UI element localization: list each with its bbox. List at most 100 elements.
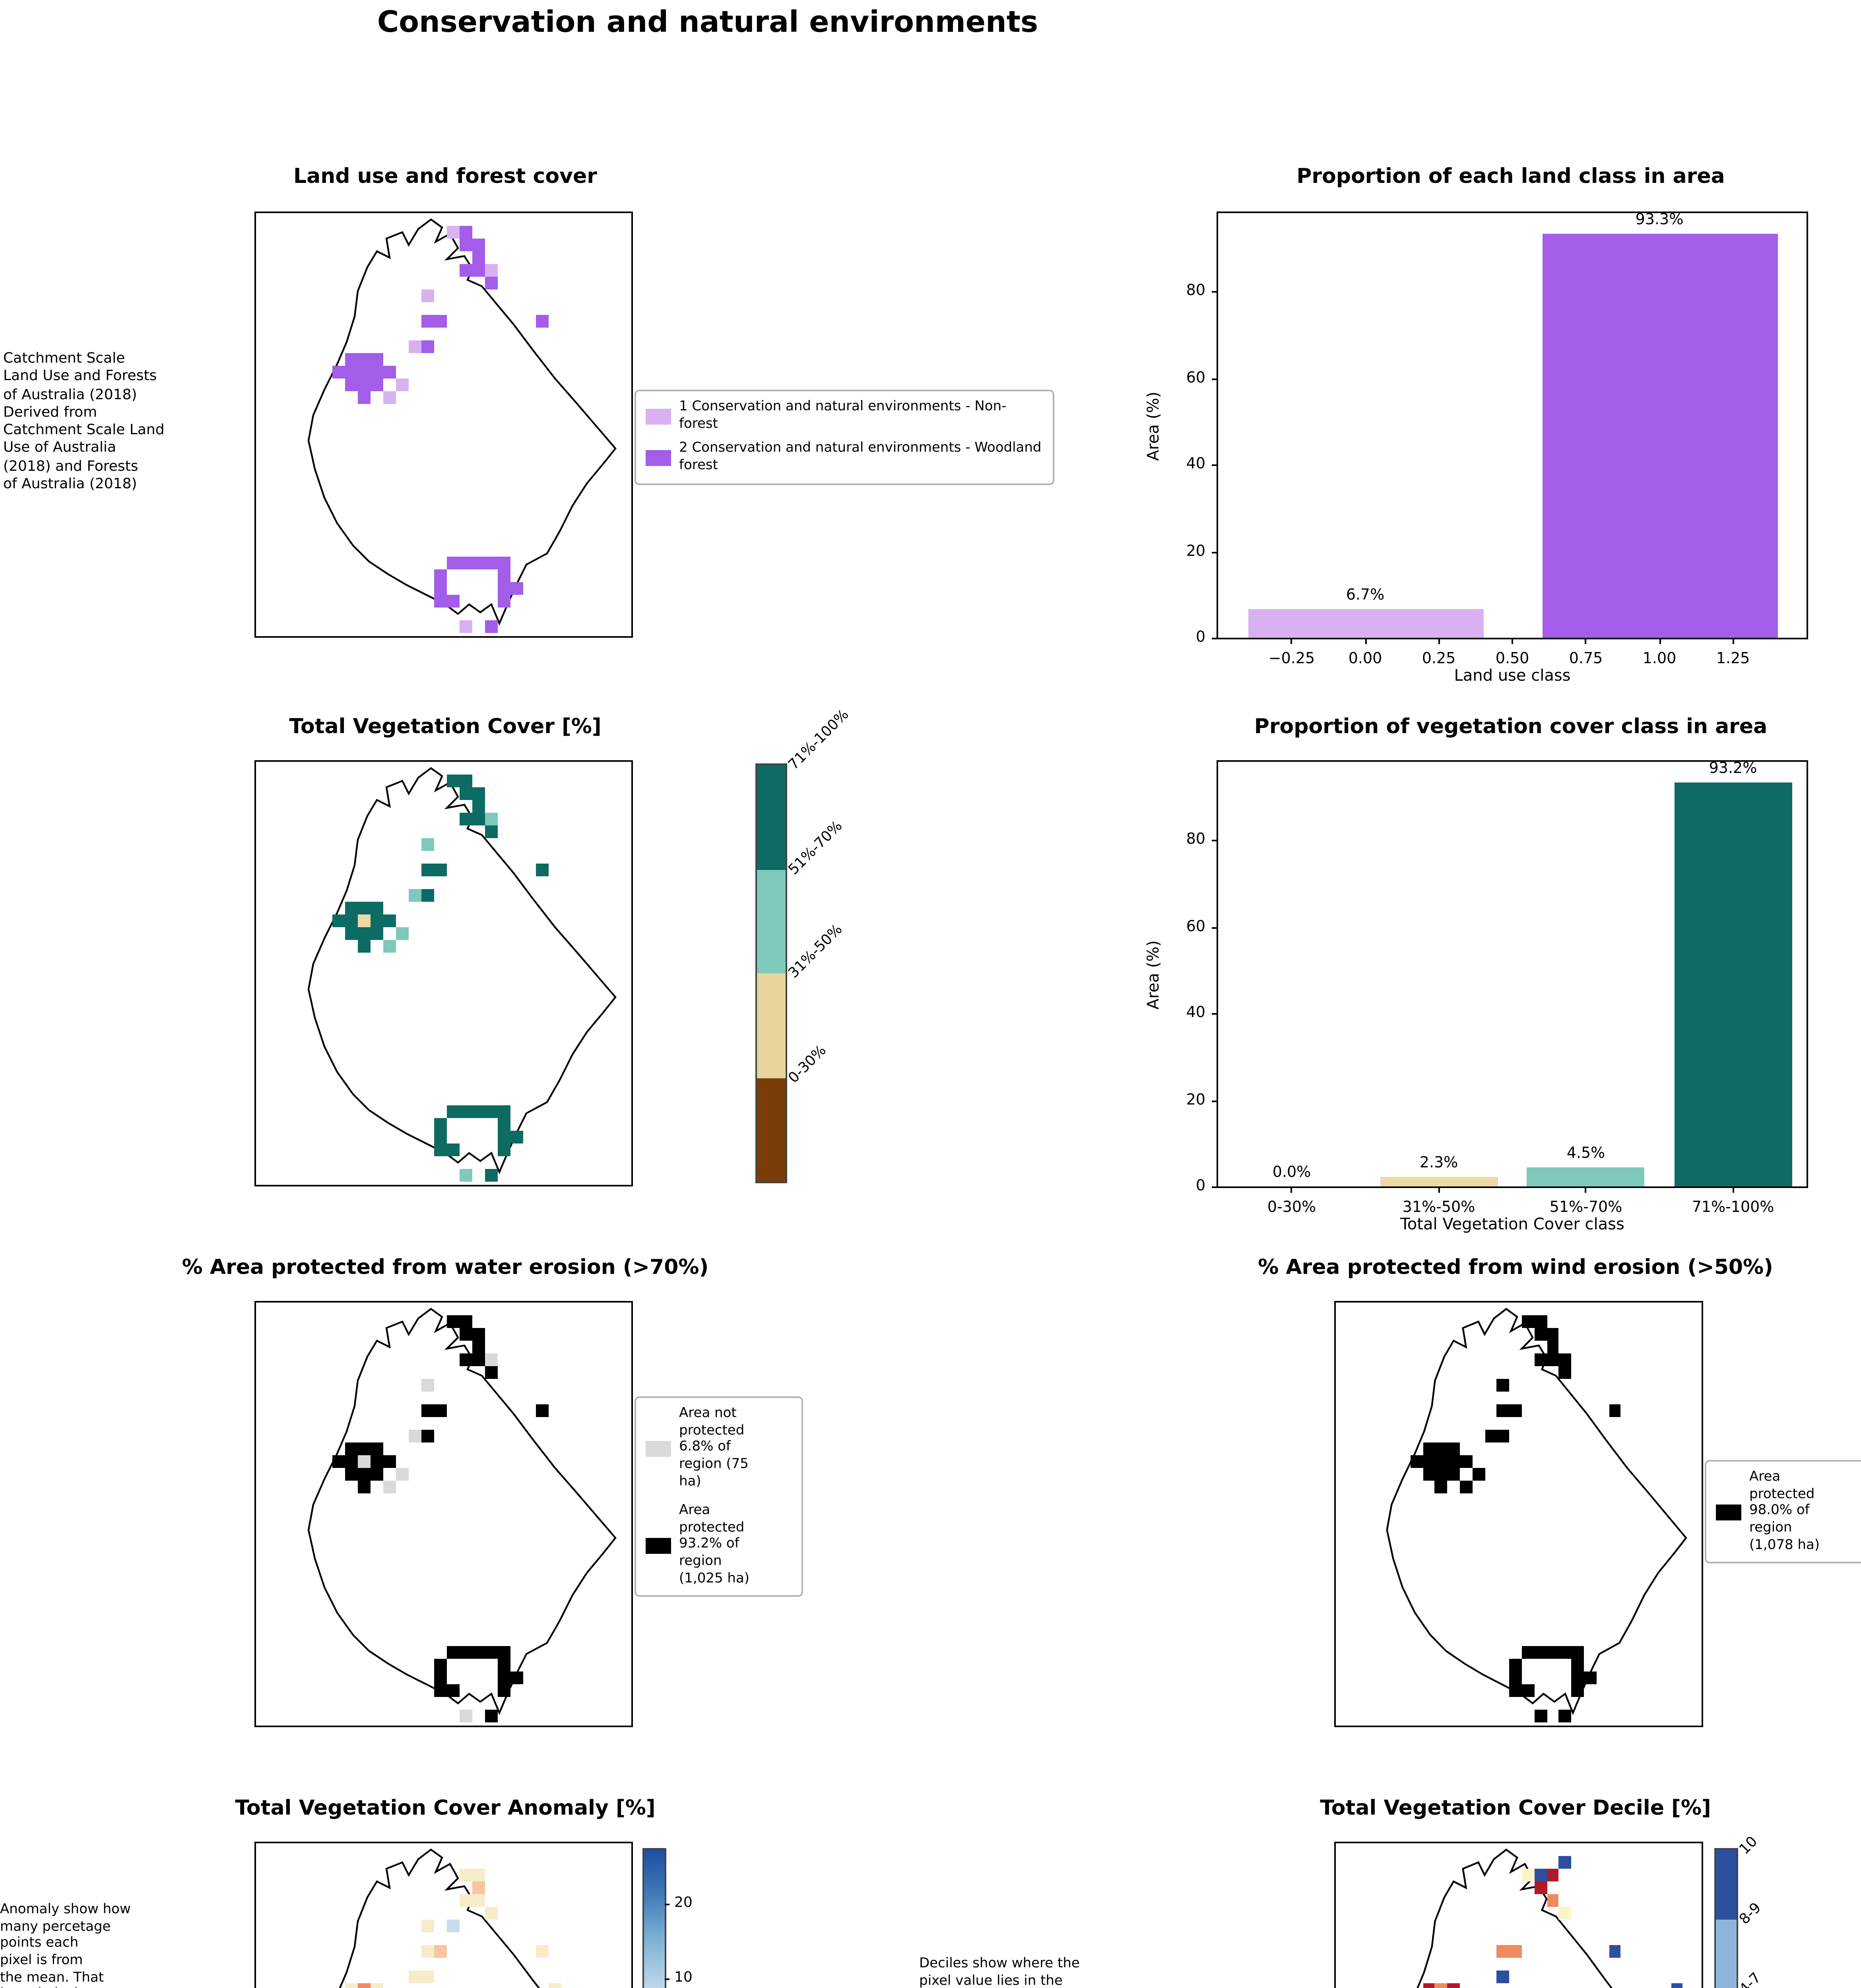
wind-erosion-map [1334,1301,1703,1727]
veg-cover-map-title: Total Vegetation Cover [%] [289,716,602,740]
map-pixel [485,277,498,289]
map-pixel [409,889,421,902]
map-pixel [472,1869,485,1881]
x-axis-tick [1438,1186,1440,1193]
map-pixel [332,1455,345,1468]
y-axis-tick-label: 60 [1186,369,1205,387]
map-pixel [434,569,447,582]
map-pixel [409,1971,421,1983]
x-axis-tick [1585,638,1587,644]
map-pixel [1547,1353,1559,1366]
map-pixel [345,927,358,940]
map-pixel [383,365,396,379]
map-pixel [332,914,345,927]
land-class-chart: Area (%) Land use class 6.7% 93.3% 0 20 40 60… [1146,211,1808,685]
map-pixel [460,1869,472,1881]
map-pixel [396,927,409,940]
land-class-chart-xlabel: Land use class [1454,668,1571,685]
map-pixel [498,595,510,608]
map-pixel [498,1672,510,1684]
map-pixel [510,1672,523,1684]
map-pixel [1534,1315,1547,1328]
map-pixel [485,1366,498,1379]
map-pixel [498,1131,510,1143]
map-pixel [472,556,485,569]
map-pixel [1609,1945,1621,1958]
wind-erosion-legend: Area protected 98.0% of region (1,078 ha… [1705,1460,1861,1564]
map-pixel [1435,1983,1448,1988]
colorbar-tick-label: 10 [674,1971,693,1987]
y-axis-tick [1212,1186,1218,1188]
map-pixel [1559,1856,1572,1869]
colorbar-class-label: 10 [1737,1834,1762,1859]
map-pixel [460,556,472,569]
map-pixel [447,1143,460,1156]
map-pixel [1547,1328,1559,1341]
map-pixel [1435,1455,1448,1468]
map-pixel [485,1353,498,1366]
map-pixel [358,1983,371,1988]
map-pixel [345,901,358,914]
map-pixel [1521,1646,1534,1659]
map-pixel [1571,1684,1584,1697]
x-axis-tick [1512,638,1513,644]
colorbar-segment [757,869,786,973]
map-pixel [1422,1442,1435,1455]
map-pixel [345,353,358,366]
legend-item: Area protected 98.0% of region (1,078 ha… [1716,1470,1856,1554]
y-axis-tick [1212,551,1218,553]
map-pixel [345,1983,358,1988]
map-pixel [1509,1945,1522,1958]
map-pixel [358,1481,371,1493]
anomaly-colorbar: 20100−10−20 [642,1848,693,1988]
map-pixel [460,1646,472,1659]
land-class-chart-title: Proportion of each land class in area [1296,165,1725,189]
map-pixel [510,582,523,595]
legend-label: Area not protected 6.8% of region (75 ha… [679,1406,749,1489]
map-pixel [1559,1646,1572,1659]
map-pixel [1547,1646,1559,1659]
map-pixel [358,365,371,379]
map-pixel [396,379,409,391]
map-pixel [1447,1468,1460,1481]
map-pixel [371,914,383,927]
map-pixel [1459,1481,1473,1493]
map-pixel [460,264,472,277]
map-pixel [421,1920,434,1932]
veg-cover-map [254,760,633,1186]
y-axis-tick-label: 40 [1186,456,1205,474]
map-pixel [434,1658,447,1672]
map-pixel [421,838,434,851]
anomaly-map [254,1842,633,1988]
legend-item: 1 Conservation and natural environments … [646,399,1043,433]
bar [1380,1176,1498,1186]
map-pixel [1671,1983,1683,1988]
map-pixel [1534,1328,1547,1341]
map-pixel [498,1658,510,1672]
map-pixel [371,901,383,914]
map-pixel [421,1430,434,1442]
y-axis-tick-label: 0 [1195,629,1205,646]
map-pixel [1435,1468,1448,1481]
bar-value-label: 93.3% [1635,211,1684,229]
colorbar-class-label: 31%-50% [786,922,846,982]
map-pixel [421,315,434,328]
map-pixel [1521,1869,1534,1881]
map-pixel [434,1143,447,1156]
legend-swatch [646,1537,671,1553]
map-pixel [1497,1404,1510,1417]
veg-class-chart: Area (%) Total Vegetation Cover class 0.… [1146,760,1808,1234]
map-pixel [358,1442,371,1455]
map-pixel [1422,1455,1435,1468]
colorbar-segment [757,973,786,1077]
map-pixel [1509,1658,1522,1672]
x-axis-tick-label: 0.50 [1495,650,1529,668]
map-pixel [1410,1455,1423,1468]
map-pixel [1472,1468,1485,1481]
map-pixel [421,863,434,876]
map-pixel [421,889,434,902]
map-pixel [1497,1379,1510,1392]
map-pixel [421,1945,434,1958]
map-pixel [358,901,371,914]
